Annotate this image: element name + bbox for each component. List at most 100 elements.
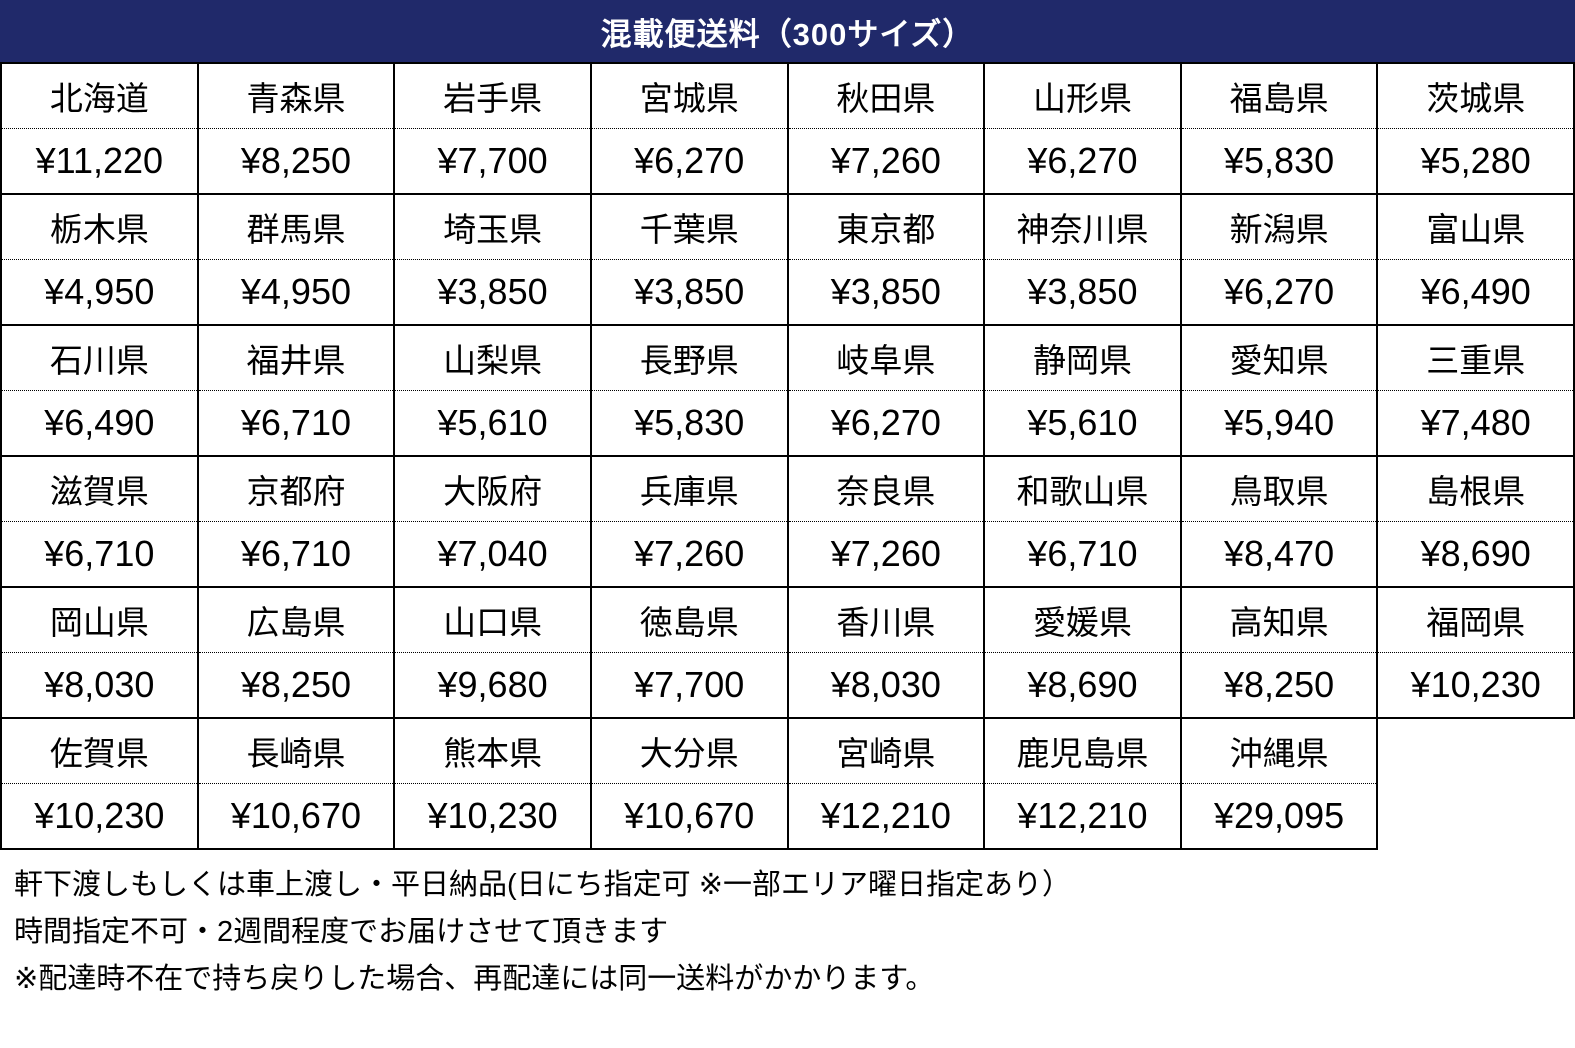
price-row: ¥4,950 ¥4,950 ¥3,850 ¥3,850 ¥3,850 ¥3,850 ¥6,2… [0, 259, 1575, 326]
prefecture-cell: 大阪府 [393, 455, 592, 522]
prefecture-cell: 沖縄県 [1179, 717, 1379, 784]
price-row: ¥10,230 ¥10,670 ¥10,230 ¥10,670 ¥12,210 ¥12,2… [0, 783, 1574, 850]
prefecture-cell: 島根県 [1376, 455, 1575, 522]
prefecture-cell: 鳥取県 [1179, 455, 1379, 522]
prefecture-cell: 群馬県 [196, 193, 396, 260]
prefecture-cell: 京都府 [196, 455, 396, 522]
prefecture-cell: 茨城県 [1376, 62, 1575, 129]
price-cell: ¥7,700 [393, 128, 592, 195]
price-row: ¥6,710 ¥6,710 ¥7,040 ¥7,260 ¥7,260 ¥6,710 ¥8,4… [0, 521, 1575, 588]
price-cell: ¥10,230 [1376, 652, 1575, 719]
prefecture-cell: 埼玉県 [393, 193, 592, 260]
price-cell: ¥5,830 [589, 390, 789, 457]
price-cell: ¥8,690 [983, 652, 1182, 719]
shipping-fee-sheet: 混載便送料（300サイズ） 北海道 青森県 岩手県 宮城県 秋田県 山形県 福島県 茨城県 ¥1… [0, 0, 1575, 995]
price-row: ¥8,030 ¥8,250 ¥9,680 ¥7,700 ¥8,030 ¥8,690 ¥8,2… [0, 652, 1575, 719]
prefecture-cell: 秋田県 [786, 62, 986, 129]
prefecture-name-row: 佐賀県 長崎県 熊本県 大分県 宮崎県 鹿児島県 沖縄県 [0, 717, 1574, 784]
prefecture-cell: 香川県 [786, 586, 986, 653]
note-time-window: 時間指定不可・2週間程度でお届けさせて頂きます [14, 916, 669, 948]
prefecture-cell: 和歌山県 [983, 455, 1182, 522]
page-title: 混載便送料（300サイズ） [600, 16, 975, 52]
prefecture-cell: 滋賀県 [0, 455, 199, 522]
prefecture-cell: 宮崎県 [786, 717, 986, 784]
price-cell: ¥9,680 [393, 652, 592, 719]
price-cell: ¥7,700 [589, 652, 789, 719]
title-bar: 混載便送料（300サイズ） [0, 0, 1575, 62]
prefecture-cell: 宮城県 [589, 62, 789, 129]
price-cell: ¥6,270 [589, 128, 789, 195]
prefecture-cell: 北海道 [0, 62, 199, 129]
prefecture-cell: 石川県 [0, 324, 199, 391]
price-cell: ¥6,270 [1179, 259, 1379, 326]
price-cell: ¥29,095 [1179, 783, 1379, 850]
prefecture-cell: 山口県 [393, 586, 592, 653]
note-redelivery-fee: ※配達時不在で持ち戻りした場合、再配達には同一送料がかかります。 [14, 963, 935, 995]
price-cell: ¥4,950 [196, 259, 396, 326]
price-cell: ¥11,220 [0, 128, 199, 195]
prefecture-cell: 兵庫県 [589, 455, 789, 522]
prefecture-name-row: 滋賀県 京都府 大阪府 兵庫県 奈良県 和歌山県 鳥取県 島根県 [0, 455, 1575, 522]
prefecture-cell: 栃木県 [0, 193, 199, 260]
prefecture-cell: 佐賀県 [0, 717, 199, 784]
prefecture-cell: 富山県 [1376, 193, 1575, 260]
prefecture-cell: 福島県 [1179, 62, 1379, 129]
prefecture-cell: 山梨県 [393, 324, 592, 391]
price-cell: ¥8,250 [1179, 652, 1379, 719]
price-cell: ¥6,270 [983, 128, 1182, 195]
prefecture-cell: 熊本県 [393, 717, 592, 784]
price-cell: ¥8,690 [1376, 521, 1575, 588]
prefecture-cell: 大分県 [589, 717, 789, 784]
prefecture-cell: 愛媛県 [983, 586, 1182, 653]
price-cell: ¥6,490 [0, 390, 199, 457]
price-cell: ¥10,670 [196, 783, 396, 850]
price-cell: ¥7,480 [1376, 390, 1575, 457]
price-cell: ¥7,040 [393, 521, 592, 588]
price-cell: ¥10,230 [393, 783, 592, 850]
prefecture-cell: 愛知県 [1179, 324, 1379, 391]
prefecture-cell: 新潟県 [1179, 193, 1379, 260]
prefecture-cell: 鹿児島県 [983, 717, 1182, 784]
price-cell: ¥5,610 [393, 390, 592, 457]
shipping-fee-table: 北海道 青森県 岩手県 宮城県 秋田県 山形県 福島県 茨城県 ¥11,220 ¥8,250 ¥7,… [0, 62, 1575, 850]
price-cell: ¥5,280 [1376, 128, 1575, 195]
price-cell: ¥5,610 [983, 390, 1182, 457]
price-cell: ¥3,850 [786, 259, 986, 326]
prefecture-cell: 徳島県 [589, 586, 789, 653]
prefecture-cell: 広島県 [196, 586, 396, 653]
prefecture-name-row: 北海道 青森県 岩手県 宮城県 秋田県 山形県 福島県 茨城県 [0, 62, 1575, 129]
prefecture-cell: 福岡県 [1376, 586, 1575, 653]
prefecture-cell: 三重県 [1376, 324, 1575, 391]
price-cell: ¥8,250 [196, 652, 396, 719]
price-cell: ¥6,270 [786, 390, 986, 457]
price-cell: ¥7,260 [786, 521, 986, 588]
empty-cell [1377, 783, 1574, 849]
prefecture-name-row: 岡山県 広島県 山口県 徳島県 香川県 愛媛県 高知県 福岡県 [0, 586, 1575, 653]
empty-cell [1377, 718, 1574, 784]
price-cell: ¥3,850 [983, 259, 1182, 326]
prefecture-cell: 奈良県 [786, 455, 986, 522]
prefecture-cell: 岐阜県 [786, 324, 986, 391]
price-cell: ¥5,940 [1179, 390, 1379, 457]
price-cell: ¥7,260 [589, 521, 789, 588]
prefecture-cell: 長野県 [589, 324, 789, 391]
price-cell: ¥6,490 [1376, 259, 1575, 326]
price-cell: ¥8,470 [1179, 521, 1379, 588]
price-cell: ¥8,250 [196, 128, 396, 195]
price-cell: ¥10,670 [589, 783, 789, 850]
prefecture-cell: 長崎県 [196, 717, 396, 784]
price-cell: ¥6,710 [983, 521, 1182, 588]
price-cell: ¥4,950 [0, 259, 199, 326]
prefecture-cell: 神奈川県 [983, 193, 1182, 260]
price-cell: ¥3,850 [393, 259, 592, 326]
price-cell: ¥12,210 [786, 783, 986, 850]
prefecture-cell: 高知県 [1179, 586, 1379, 653]
note-delivery-terms: 軒下渡しもしくは車上渡し・平日納品(日にち指定可 ※一部エリア曜日指定あり） [14, 869, 1072, 901]
prefecture-cell: 青森県 [196, 62, 396, 129]
price-cell: ¥6,710 [196, 390, 396, 457]
price-cell: ¥8,030 [786, 652, 986, 719]
price-row: ¥11,220 ¥8,250 ¥7,700 ¥6,270 ¥7,260 ¥6,270 ¥5,… [0, 128, 1575, 195]
prefecture-cell: 東京都 [786, 193, 986, 260]
prefecture-cell: 岡山県 [0, 586, 199, 653]
prefecture-cell: 千葉県 [589, 193, 789, 260]
